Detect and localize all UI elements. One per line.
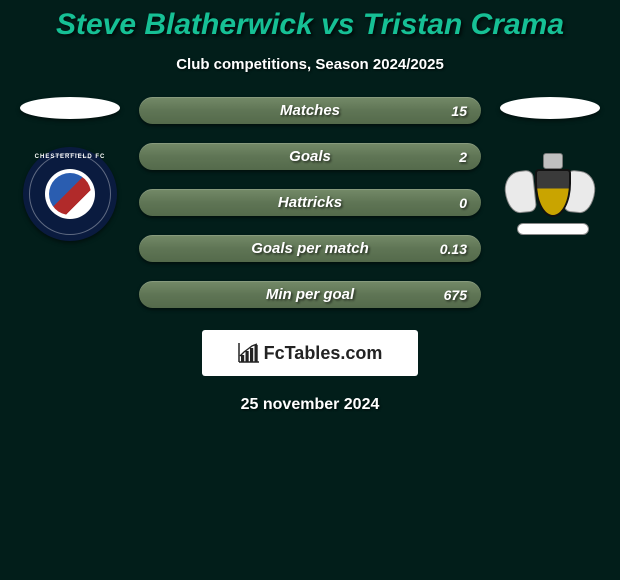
stat-bar-goals: Goals 2: [139, 143, 481, 170]
source-logo-text: FcTables.com: [264, 343, 383, 364]
page-title: Steve Blatherwick vs Tristan Crama: [0, 0, 620, 42]
stat-label: Goals per match: [251, 240, 369, 257]
stat-label: Goals: [289, 148, 331, 165]
comparison-row: CHESTERFIELD FC Matches 15 Goals 2 Hattr…: [0, 97, 620, 308]
stats-bars: Matches 15 Goals 2 Hattricks 0 Goals per…: [139, 97, 481, 308]
stat-value-right: 2: [459, 149, 467, 165]
stat-value-right: 0: [459, 195, 467, 211]
stat-label: Min per goal: [266, 286, 354, 303]
stat-bar-goals-per-match: Goals per match 0.13: [139, 235, 481, 262]
source-logo[interactable]: FcTables.com: [202, 330, 418, 376]
left-player-ellipse: [20, 97, 120, 119]
left-club-badge: CHESTERFIELD FC: [23, 147, 117, 241]
stat-bar-hattricks: Hattricks 0: [139, 189, 481, 216]
snapshot-date: 25 november 2024: [0, 396, 620, 414]
right-club-badge: [503, 147, 597, 241]
left-player-column: CHESTERFIELD FC: [15, 97, 125, 241]
stat-bar-min-per-goal: Min per goal 675: [139, 281, 481, 308]
subtitle: Club competitions, Season 2024/2025: [0, 56, 620, 73]
stat-value-right: 675: [444, 287, 467, 303]
right-player-ellipse: [500, 97, 600, 119]
stat-bar-matches: Matches 15: [139, 97, 481, 124]
stat-label: Matches: [280, 102, 340, 119]
chesterfield-badge: CHESTERFIELD FC: [23, 147, 117, 241]
bar-chart-icon: [238, 343, 260, 363]
right-player-column: [495, 97, 605, 241]
club-crest: [503, 151, 597, 237]
stat-value-right: 15: [451, 103, 467, 119]
stat-label: Hattricks: [278, 194, 342, 211]
stat-value-right: 0.13: [440, 241, 467, 257]
